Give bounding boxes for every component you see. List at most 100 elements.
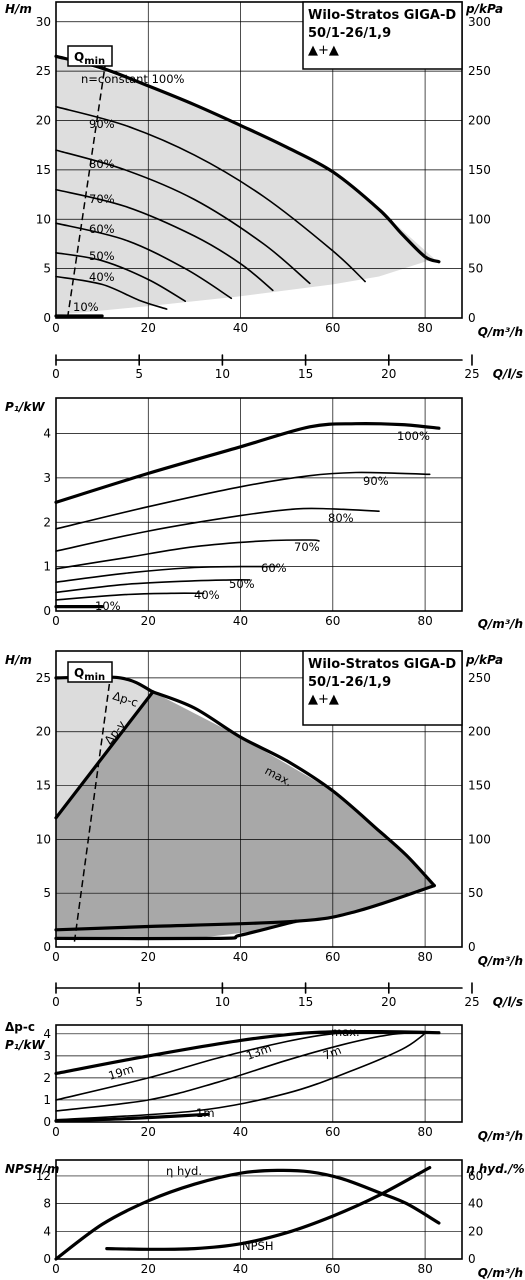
head1-y2tick-label: 250: [468, 64, 491, 78]
power2-series-label-0: max.: [331, 1025, 360, 1039]
power2-ylabel-top: Δp-c: [5, 1020, 35, 1034]
head2-title-box: [302, 650, 463, 726]
head1-ylabel2: p/kPa: [465, 2, 503, 16]
npsh-y2tick-label: 0: [468, 1252, 476, 1266]
head1-qmin-line: [66, 54, 108, 319]
npsh-series-npsh-line: [105, 1166, 432, 1251]
npsh-y2tick-label: 60: [468, 1169, 483, 1183]
head2-xtick-label: 80: [417, 950, 432, 964]
qls1-tick-label: 25: [464, 367, 479, 381]
head1-ytick-label: 25: [36, 64, 51, 78]
head2-series-upper-min-line: [54, 884, 436, 932]
qls1-tick-label: 15: [298, 367, 313, 381]
power1-series-label-4: 60%: [261, 561, 287, 575]
head1-ytick-label: 10: [36, 212, 51, 226]
power2-ylabel: P₁/kW: [5, 1038, 45, 1052]
head2-qmin-box: [67, 661, 113, 683]
power2-ytick-label: 1: [43, 1093, 51, 1107]
head2-xtick-label: 0: [52, 950, 60, 964]
npsh-plot-frame: [55, 1159, 463, 1260]
head1-xtick-label: 0: [52, 321, 60, 335]
power1-series-label-1: 90%: [363, 474, 389, 488]
qls2-axis-label: Q/l/s: [493, 995, 523, 1009]
head2-series-lower-min-line: [54, 919, 298, 941]
power1-series-label-7: 10%: [95, 599, 121, 613]
npsh-series-label-1: NPSH: [242, 1239, 274, 1253]
power2-series-13m-line: [55, 1031, 417, 1112]
power2-series-1m-line: [54, 1112, 210, 1123]
npsh-xtick-label: 80: [417, 1262, 432, 1276]
head1-y2tick-label: 50: [468, 262, 483, 276]
head1-series-60--line: [55, 222, 233, 300]
qls2-tick-label: 15: [298, 995, 313, 1009]
power1-series-70--line: [55, 539, 320, 570]
npsh-ytick-label: 4: [43, 1224, 51, 1238]
head1-title-box: [302, 1, 463, 70]
npsh-ytick-label: 12: [36, 1169, 51, 1183]
power2-xtick-label: 60: [325, 1125, 340, 1139]
head1-series-n-constant-100--line: [54, 54, 441, 264]
power2-series-label-3: 7m: [321, 1043, 343, 1063]
head1-xtick-label: 40: [233, 321, 248, 335]
head1-ylabel: H/m: [5, 2, 32, 16]
head2-xlabel: Q/m³/h: [478, 954, 523, 968]
npsh-series-eta-line: [54, 1168, 441, 1261]
head2-qmin-line: [73, 669, 113, 942]
power1-ytick-label: 4: [43, 427, 51, 441]
qls1-tick-label: 20: [381, 367, 396, 381]
power1-series-80--line: [55, 507, 380, 552]
head1-xtick-label: 20: [141, 321, 156, 335]
head2-ylabel2: p/kPa: [465, 653, 503, 667]
qls2-tick-label: 20: [381, 995, 396, 1009]
power2-ytick-label: 2: [43, 1071, 51, 1085]
head1-series-80--line: [55, 149, 311, 285]
power1-xtick-label: 60: [325, 614, 340, 628]
power1-series-label-5: 50%: [229, 577, 255, 591]
npsh-series-label-0: η hyd.: [166, 1164, 202, 1178]
head1-y2tick-label: 300: [468, 15, 491, 29]
head2-dp-v-area: [56, 677, 153, 818]
power1-plot-frame: [55, 397, 463, 612]
head2-ytick-label: 15: [36, 779, 51, 793]
power1-ytick-label: 1: [43, 560, 51, 574]
head2-y2tick-label: 50: [468, 886, 483, 900]
power1-xtick-label: 20: [141, 614, 156, 628]
head2-title-symbols: ▲+▲: [308, 692, 339, 707]
power1-ylabel: P₁/kW: [5, 400, 45, 414]
head2-qmin-label: Qmin: [74, 666, 105, 683]
power2-xtick-label: 20: [141, 1125, 156, 1139]
head2-series-max--line: [151, 690, 436, 888]
head2-y2tick-label: 0: [468, 940, 476, 954]
head1-series-label-5: 50%: [89, 249, 115, 263]
head1-plot-frame: [55, 1, 463, 319]
head2-ytick-label: 20: [36, 725, 51, 739]
npsh-xtick-label: 60: [325, 1262, 340, 1276]
head1-series-label-3: 70%: [89, 192, 115, 206]
power1-series-label-0: 100%: [397, 429, 430, 443]
qls2-tick-label: 5: [135, 995, 143, 1009]
npsh-ylabel: NPSH/m: [5, 1162, 59, 1176]
power2-ytick-label: 3: [43, 1049, 51, 1063]
head1-y2tick-label: 200: [468, 114, 491, 128]
qls1-tick-label: 10: [215, 367, 230, 381]
power1-series-label-2: 80%: [328, 511, 354, 525]
head2-title-line1: Wilo-Stratos GIGA-D: [308, 657, 456, 672]
head1-ytick-label: 30: [36, 15, 51, 29]
head1-qmin-label: Qmin: [74, 50, 105, 67]
head1-series-label-6: 40%: [89, 270, 115, 284]
power1-series-40--line: [55, 592, 205, 601]
head1-series-label-4: 60%: [89, 222, 115, 236]
head2-xtick-label: 20: [141, 950, 156, 964]
power1-xtick-label: 0: [52, 614, 60, 628]
head1-xtick-label: 80: [417, 321, 432, 335]
power2-series-label-1: 19m: [107, 1062, 136, 1083]
head2-ylabel: H/m: [5, 653, 32, 667]
power1-ytick-label: 3: [43, 471, 51, 485]
qls1-tick-label: 0: [52, 367, 60, 381]
power2-xtick-label: 0: [52, 1125, 60, 1139]
npsh-xlabel: Q/m³/h: [478, 1266, 523, 1280]
power1-series-100--line: [54, 422, 441, 504]
head2-plot-frame: [55, 650, 463, 948]
head1-xlabel: Q/m³/h: [478, 325, 523, 339]
head2-series--p-v-line: [54, 690, 155, 820]
